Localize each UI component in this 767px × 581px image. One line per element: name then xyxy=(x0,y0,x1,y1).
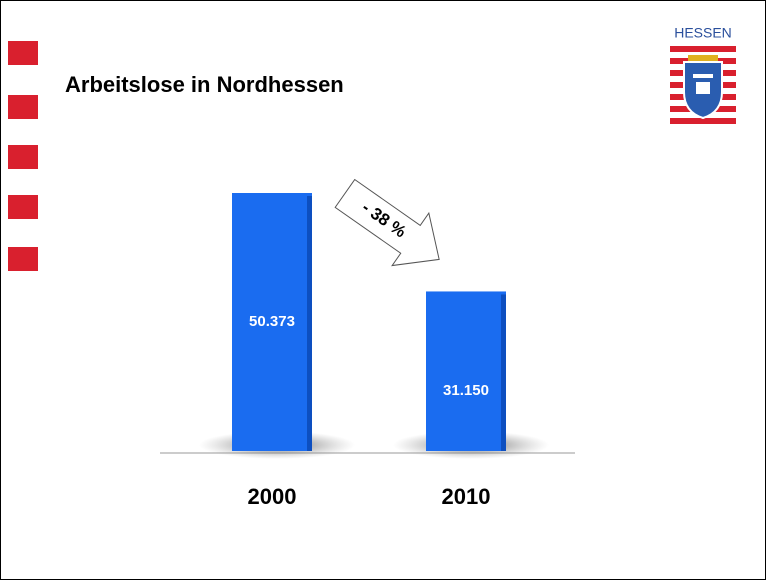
side-squares xyxy=(8,41,38,271)
bar-side xyxy=(307,196,312,451)
bar xyxy=(426,291,506,451)
logo-shield xyxy=(670,44,736,124)
logo-text: HESSEN xyxy=(674,25,732,41)
bar xyxy=(232,193,312,451)
chart-title: Arbeitslose in Nordhessen xyxy=(65,72,344,97)
bar-side xyxy=(501,294,506,451)
value-label: 31.150 xyxy=(443,382,489,399)
x-tick-label: 2010 xyxy=(442,484,491,509)
x-tick-label: 2000 xyxy=(248,484,297,509)
value-label: 50.373 xyxy=(249,313,295,330)
